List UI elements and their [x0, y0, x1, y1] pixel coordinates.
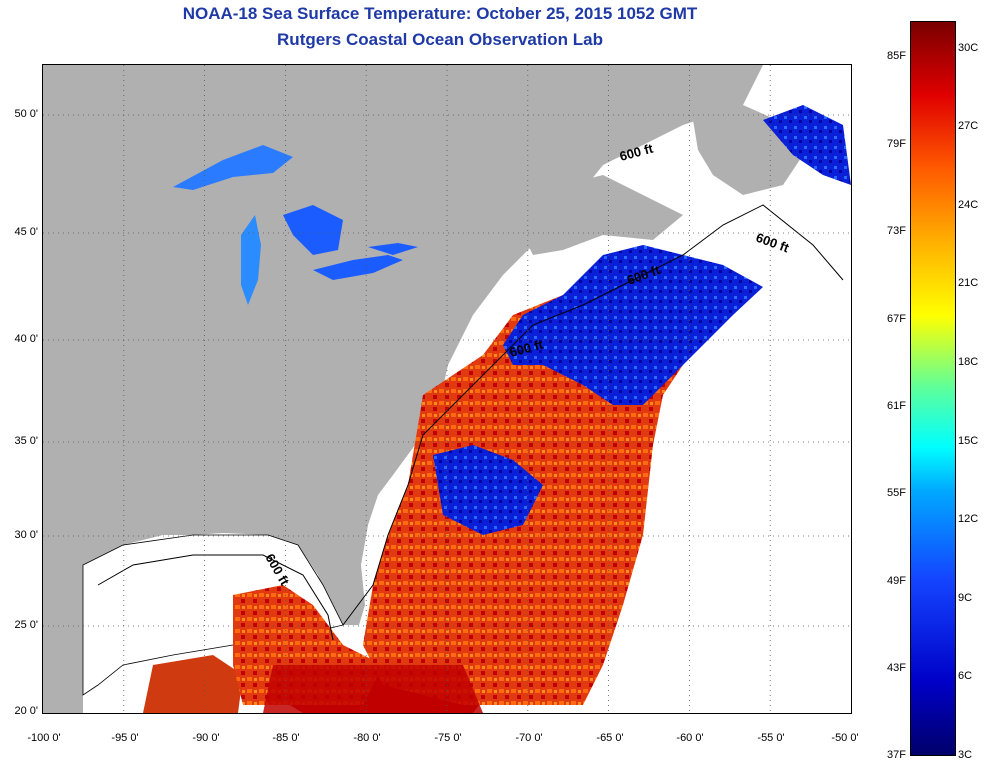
- colorbar-c-label: 24C: [958, 199, 979, 211]
- colorbar-c-label: 12C: [958, 513, 979, 525]
- lon-label-55: -55 0': [757, 732, 785, 744]
- colorbar-c-label: 3C: [958, 749, 973, 761]
- sst-newfoundland-cold: [763, 105, 851, 185]
- lat-label-40: 40 0': [14, 333, 38, 345]
- contour-600ft: [342, 204, 844, 626]
- colorbar-f-label: 37F: [887, 749, 906, 761]
- colorbar-f-label: 73F: [887, 225, 906, 237]
- contour-label-2: 600 ft: [754, 230, 792, 256]
- sst-cold-eddy: [433, 445, 543, 535]
- lon-label-65: -65 0': [596, 732, 624, 744]
- lake-erie: [313, 255, 403, 280]
- lat-label-45: 45 0': [14, 226, 38, 238]
- colorbar-f-label: 85F: [887, 50, 906, 62]
- land-yucatan: [143, 655, 243, 713]
- lon-label-80: -80 0': [353, 732, 381, 744]
- colorbar-c-label: 30C: [958, 42, 979, 54]
- colorbar-f-label: 49F: [887, 575, 906, 587]
- colorbar-c-label: 27C: [958, 120, 979, 132]
- colorbar-f-label: 79F: [887, 138, 906, 150]
- colorbar-f-label: 61F: [887, 400, 906, 412]
- lon-label-60: -60 0': [676, 732, 704, 744]
- lake-huron: [283, 205, 343, 255]
- colorbar-f-label: 43F: [887, 662, 906, 674]
- chart-subtitle: Rutgers Coastal Ocean Observation Lab: [277, 30, 603, 49]
- lon-label-100: -100 0': [27, 732, 61, 744]
- lat-label-50: 50 0': [14, 108, 38, 120]
- lon-label-70: -70 0': [515, 732, 543, 744]
- colorbar-c-label: 9C: [958, 592, 973, 604]
- sst-caribbean: [263, 665, 483, 713]
- land-north-america: [43, 65, 763, 713]
- contour-600ft-gulf: [97, 554, 334, 641]
- lat-label-30: 30 0': [14, 529, 38, 541]
- map-grid: [43, 65, 851, 713]
- colorbar-c-label: 15C: [958, 435, 979, 447]
- colorbar-c-label: 18C: [958, 356, 979, 368]
- lake-superior: [173, 145, 293, 190]
- sst-cold-north: [503, 245, 763, 405]
- lat-label-25: 25 0': [14, 619, 38, 631]
- lat-label-35: 35 0': [14, 435, 38, 447]
- colorbar-f-label: 55F: [887, 487, 906, 499]
- lon-label-95: -95 0': [111, 732, 139, 744]
- sst-map: 600 ft 600 ft 600 ft 600 ft 600 ft: [42, 64, 852, 714]
- lon-label-75: -75 0': [434, 732, 462, 744]
- colorbar: [910, 21, 956, 756]
- colorbar-c-label: 21C: [958, 277, 979, 289]
- lon-label-90: -90 0': [192, 732, 220, 744]
- lat-label-20: 20 0': [14, 705, 38, 717]
- lon-label-85: -85 0': [272, 732, 300, 744]
- lake-ontario: [368, 243, 418, 255]
- colorbar-f-label: 67F: [887, 313, 906, 325]
- land-maritimes: [513, 175, 683, 255]
- lake-michigan: [241, 215, 261, 305]
- chart-title: NOAA-18 Sea Surface Temperature: October…: [182, 4, 698, 23]
- lon-label-50: -50 0': [831, 732, 859, 744]
- colorbar-c-label: 6C: [958, 670, 973, 682]
- map-canvas: 600 ft 600 ft 600 ft 600 ft 600 ft: [43, 65, 851, 713]
